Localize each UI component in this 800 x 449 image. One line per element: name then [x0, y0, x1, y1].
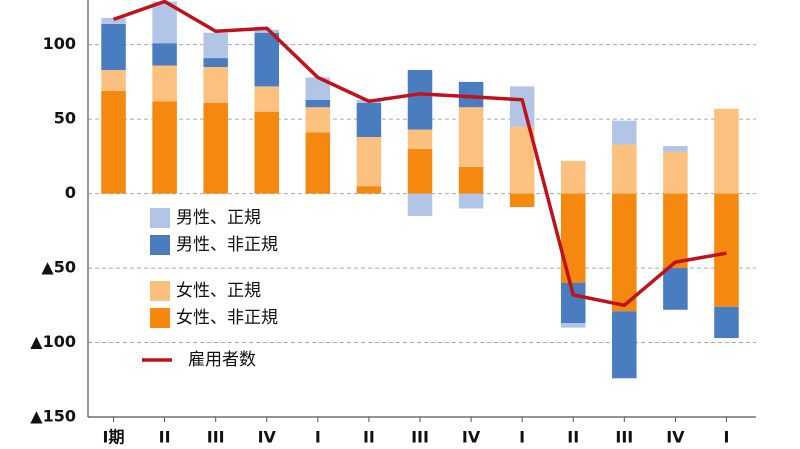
legend-swatch: [150, 308, 170, 328]
bar: [101, 90, 126, 194]
x-tick-label: IV: [666, 428, 685, 447]
bar: [407, 148, 433, 194]
bar: [612, 144, 637, 194]
bar: [458, 193, 484, 209]
bar: [305, 107, 331, 133]
bar: [101, 17, 126, 24]
bar: [152, 101, 177, 194]
bar: [152, 65, 177, 102]
x-tick-label: II: [363, 428, 375, 447]
bar: [663, 151, 688, 194]
bar: [663, 268, 688, 310]
x-tick-label: IV: [462, 428, 481, 447]
bar: [203, 102, 228, 194]
bar: [203, 67, 228, 103]
bar: [305, 99, 331, 108]
bar: [509, 193, 535, 208]
bar: [356, 102, 382, 138]
bar: [714, 193, 739, 307]
bar: [714, 108, 739, 194]
bar: [254, 111, 280, 194]
legend-label: 女性、非正規: [176, 308, 278, 328]
bar: [458, 81, 484, 108]
bar: [560, 323, 586, 328]
bar: [254, 29, 280, 33]
bar: [714, 306, 739, 339]
bar: [612, 120, 637, 145]
x-tick-label: III: [207, 428, 225, 447]
bar: [663, 193, 688, 269]
y-tick-label: 50: [54, 109, 76, 128]
legend-swatch: [150, 281, 170, 301]
legend-label: 女性、正規: [176, 281, 261, 301]
x-tick-label: I: [519, 428, 525, 447]
bar: [560, 160, 586, 194]
bar: [407, 129, 433, 149]
bar: [458, 107, 484, 167]
legend-swatch: [150, 235, 170, 255]
bar: [305, 77, 331, 100]
bar: [203, 58, 228, 68]
x-tick-label: IV: [258, 428, 277, 447]
x-tick-label: II: [159, 428, 171, 447]
legend-label: 雇用者数: [188, 350, 256, 370]
legend-swatch: [150, 208, 170, 228]
bar: [254, 32, 280, 87]
x-tick-label: II: [567, 428, 579, 447]
x-tick-label: III: [615, 428, 633, 447]
y-tick-label: 100: [43, 34, 76, 53]
y-tick-label: ▲100: [30, 332, 76, 351]
bar: [101, 69, 126, 91]
legend-label: 男性、非正規: [176, 235, 278, 255]
bar: [203, 32, 228, 59]
bar: [458, 166, 484, 194]
y-tick-label: ▲150: [30, 407, 76, 426]
bar: [560, 193, 586, 283]
line: [112, 0, 727, 308]
bar: [612, 193, 637, 312]
bar: [152, 1, 177, 44]
bar: [356, 137, 382, 187]
legend-label: 男性、正規: [176, 208, 261, 228]
bar: [101, 23, 126, 70]
bar: [612, 311, 637, 379]
y-tick-label: 0: [65, 183, 76, 202]
bar: [305, 132, 331, 194]
bar: [407, 193, 433, 216]
bar: [254, 86, 280, 112]
x-tick-label: I期: [103, 428, 125, 447]
x-tick-label: III: [411, 428, 429, 447]
x-tick-label: I: [315, 428, 321, 447]
y-tick-label: ▲50: [41, 258, 76, 277]
bar: [152, 43, 177, 66]
bar: [356, 186, 382, 194]
bar: [663, 145, 688, 152]
x-tick-label: I: [723, 428, 729, 447]
bar: [407, 69, 433, 130]
